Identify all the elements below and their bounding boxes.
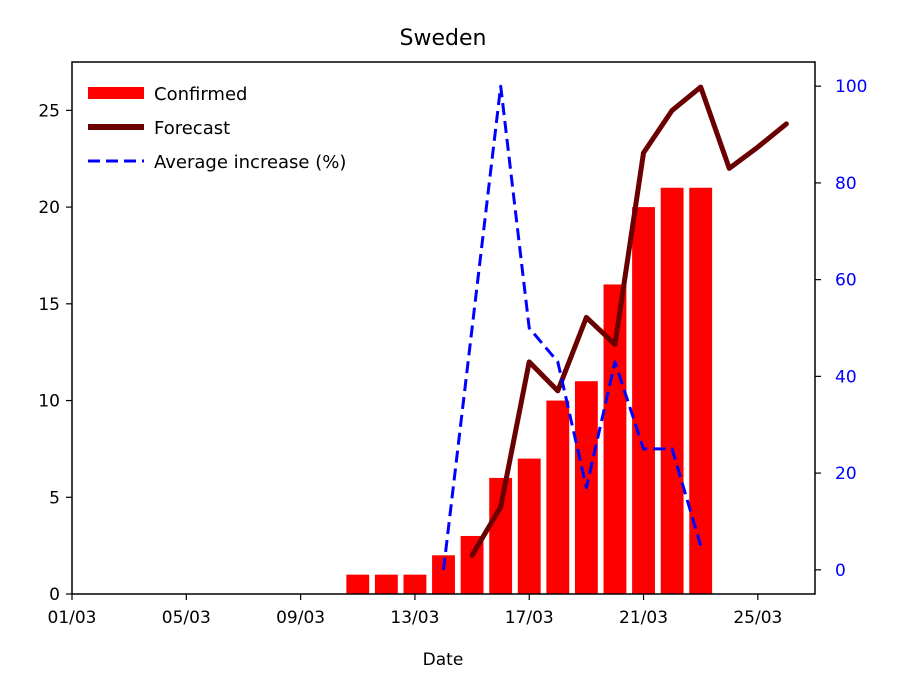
y-tick-label: 10: [38, 392, 60, 412]
x-axis: 01/03 05/03 09/03 13/03 17/03 21/03 25/03: [48, 594, 782, 628]
forecast-line: [469, 84, 789, 558]
y-right-tick-label: 40: [835, 367, 857, 387]
bar-17-03: [517, 458, 541, 594]
x-axis-label: Date: [423, 650, 464, 670]
x-tick-label: 17/03: [505, 608, 554, 628]
bar-13-03: [403, 574, 427, 594]
x-tick-label: 01/03: [48, 608, 97, 628]
bar-22-03: [660, 187, 684, 594]
legend: Confirmed Forecast Average increase (%): [88, 84, 346, 173]
bar-12-03: [374, 574, 398, 594]
y-tick-label: 0: [49, 585, 60, 605]
y-right-tick-label: 60: [835, 271, 857, 291]
y-right-tick-label: 0: [835, 561, 846, 581]
bar-18-03: [546, 400, 570, 594]
legend-label-average-increase: Average increase (%): [154, 152, 346, 173]
x-tick-label: 09/03: [276, 608, 325, 628]
y-right-tick-label: 80: [835, 174, 857, 194]
legend-label-forecast: Forecast: [154, 118, 230, 139]
y-tick-label: 15: [38, 295, 60, 315]
bar-23-03: [689, 187, 713, 594]
y-tick-label: 5: [49, 488, 60, 508]
x-tick-label: 05/03: [162, 608, 211, 628]
y-tick-label: 25: [38, 101, 60, 121]
bar-14-03: [432, 555, 455, 594]
plot-frame: [71, 61, 816, 595]
y-axis-right: 0 20 40 60 80 100: [815, 77, 867, 581]
bar-series-confirmed: [346, 187, 713, 594]
bar-20-03: [603, 284, 627, 594]
y-tick-label: 20: [38, 198, 60, 218]
line-series-group: [442, 84, 789, 570]
bar-11-03: [346, 574, 370, 594]
x-tick-label: 13/03: [390, 608, 439, 628]
y-axis-left: 0 5 10 15 20 25: [38, 101, 72, 605]
x-tick-label: 25/03: [733, 608, 782, 628]
bar-16-03: [489, 477, 513, 594]
average-increase-line: [442, 84, 703, 570]
bar-21-03: [632, 207, 655, 594]
chart-title: Sweden: [400, 26, 487, 51]
y-right-tick-label: 20: [835, 464, 857, 484]
legend-swatch-confirmed: [88, 87, 144, 99]
x-tick-label: 21/03: [619, 608, 668, 628]
legend-label-confirmed: Confirmed: [154, 84, 247, 105]
y-right-tick-label: 100: [835, 77, 867, 97]
